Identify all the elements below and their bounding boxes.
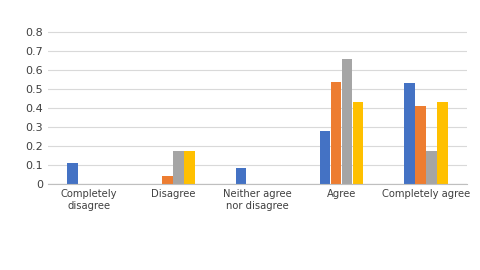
Bar [67, 163, 77, 184]
Bar [330, 82, 341, 184]
Bar [352, 102, 362, 184]
Bar [425, 151, 436, 184]
Bar [235, 168, 246, 184]
Bar [341, 59, 351, 184]
Bar [173, 151, 183, 184]
Bar [403, 83, 414, 184]
Bar [436, 102, 446, 184]
Bar [319, 131, 330, 184]
Bar [184, 151, 194, 184]
Bar [414, 106, 425, 184]
Bar [162, 176, 172, 184]
